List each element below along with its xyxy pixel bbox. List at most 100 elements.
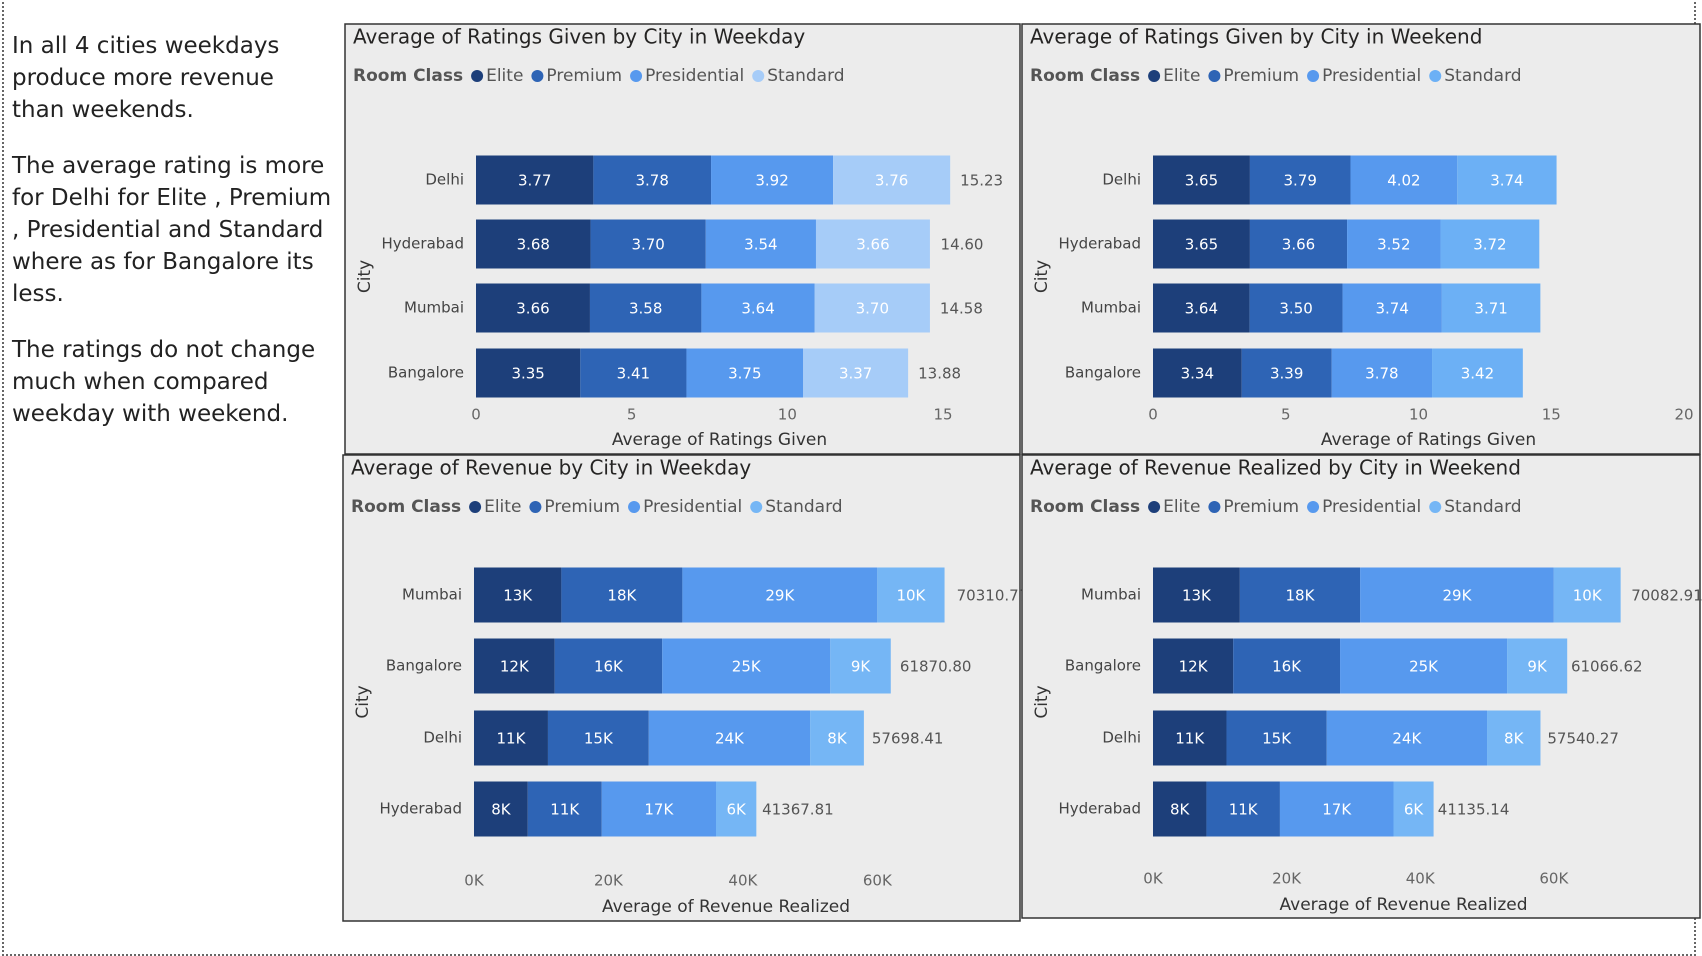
bar-segment [547,710,649,766]
legend-label: Elite [484,497,521,517]
x-axis-title: Average of Revenue Realized [602,897,850,917]
value-label: 24K [1392,730,1422,748]
bar-segment [561,567,683,623]
legend-marker [531,70,544,82]
total-label: 14.60 [941,236,984,254]
bar-segment [1326,710,1488,766]
value-label: 10K [1573,587,1603,605]
x-tick-label: 60K [863,872,893,890]
legend-label: Standard [1444,497,1521,517]
value-label: 11K [1229,801,1259,819]
bar-segment [1249,283,1343,333]
bar-segment [1487,710,1541,766]
bar-segment [711,155,834,205]
bar-segment [686,348,804,398]
y-tick-label: Bangalore [1065,657,1141,675]
bar-segment [1153,348,1242,398]
value-label: 8K [827,730,848,748]
x-tick-label: 5 [627,406,637,424]
value-label: 8K [1170,801,1191,819]
value-label: 3.70 [631,236,664,254]
y-tick-label: Mumbai [1081,299,1141,317]
value-label: 3.92 [755,172,788,190]
value-label: 3.37 [839,365,872,383]
value-label: 3.68 [517,236,550,254]
y-axis-title: City [1032,260,1052,293]
value-label: 3.79 [1284,172,1317,190]
value-label: 25K [732,658,762,676]
value-label: 3.58 [629,300,662,318]
total-label: 61066.62 [1571,658,1643,676]
bar-segment [476,283,590,333]
x-tick-label: 0K [1143,870,1164,888]
value-label: 18K [1286,587,1316,605]
bar-segment [803,348,909,398]
bar-segment [554,638,663,694]
x-tick-label: 40K [1406,870,1436,888]
legend-marker [750,501,763,513]
chart-title: Average of Revenue Realized by City in W… [1030,456,1521,480]
bar-segment [1340,638,1508,694]
bar-segment [474,781,528,837]
x-axis-title: Average of Ratings Given [1321,430,1536,450]
total-label: 41135.14 [1438,801,1510,819]
bar-segment [830,638,891,694]
bar-segment [814,283,930,333]
x-tick-label: 60K [1539,870,1569,888]
y-tick-label: Mumbai [1081,586,1141,604]
bar-segment [589,283,702,333]
total-label: 13.88 [918,365,961,383]
bar-segment [705,219,816,269]
value-label: 3.77 [518,172,551,190]
x-tick-label: 0 [471,406,481,424]
bar-segment [476,155,594,205]
value-label: 16K [594,658,624,676]
value-label: 3.34 [1181,365,1214,383]
value-label: 3.72 [1473,236,1506,254]
chart-title: Average of Ratings Given by City in Week… [1030,25,1482,49]
value-label: 3.64 [1185,300,1218,318]
value-label: 18K [607,587,637,605]
value-label: 3.35 [511,365,544,383]
y-tick-label: Bangalore [1065,364,1141,382]
bar-segment [476,348,581,398]
legend-marker [469,501,482,513]
bar-segment [1153,781,1207,837]
bar-segment [1239,567,1361,623]
total-label: 14.58 [940,300,983,318]
bar-segment [1153,638,1234,694]
bar-segment [1206,781,1280,837]
total-label: 61870.80 [900,658,972,676]
value-label: 3.66 [1282,236,1315,254]
total-label: 70310.77 [957,587,1029,605]
bar-segment [590,219,706,269]
legend-label: Standard [767,66,844,86]
bar-segment [1226,710,1327,766]
x-tick-label: 0K [464,872,485,890]
y-tick-label: Delhi [423,729,462,747]
total-label: 57540.27 [1547,730,1619,748]
legend-marker [1307,70,1320,82]
legend-marker [1429,70,1442,82]
bar-segment [580,348,687,398]
x-tick-label: 15 [933,406,952,424]
bar-segment [1153,155,1250,205]
y-axis-title: City [353,685,373,718]
bar-segment [1233,638,1341,694]
value-label: 9K [851,658,872,676]
bar-segment [1553,567,1621,623]
legend-label: Presidential [645,66,744,86]
bar-segment [527,781,602,837]
value-label: 3.74 [1376,300,1409,318]
x-tick-label: 20K [594,872,624,890]
legend-label: Presidential [1322,497,1421,517]
total-label: 41367.81 [762,801,834,819]
value-label: 11K [550,801,580,819]
legend-label: Standard [1444,66,1521,86]
legend-marker [628,501,641,513]
value-label: 13K [503,587,533,605]
value-label: 16K [1272,658,1302,676]
value-label: 3.65 [1185,172,1218,190]
bar-segment [716,781,757,837]
value-label: 6K [726,801,747,819]
